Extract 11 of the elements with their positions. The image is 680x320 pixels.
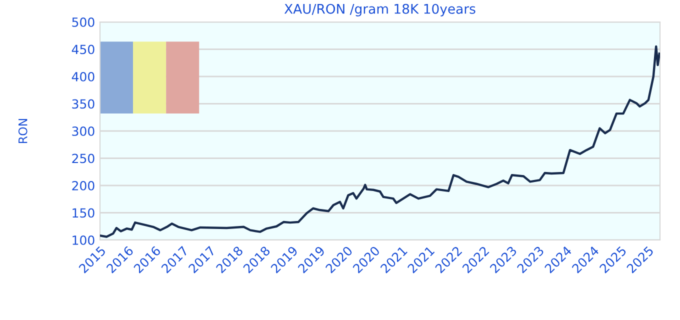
chart-title: XAU/RON /gram 18K 10years	[284, 4, 476, 16]
y-tick-label: 200	[72, 180, 94, 190]
y-tick-label: 250	[72, 154, 94, 164]
y-tick-label: 150	[72, 208, 94, 218]
y-tick-label: 350	[72, 99, 94, 109]
y-tick-label: 500	[72, 17, 94, 27]
y-axis-title: RON	[18, 118, 28, 144]
y-tick-label: 450	[72, 44, 94, 54]
y-tick-label: 100	[72, 235, 94, 245]
y-tick-label: 400	[72, 72, 94, 82]
y-tick-label: 300	[72, 126, 94, 136]
